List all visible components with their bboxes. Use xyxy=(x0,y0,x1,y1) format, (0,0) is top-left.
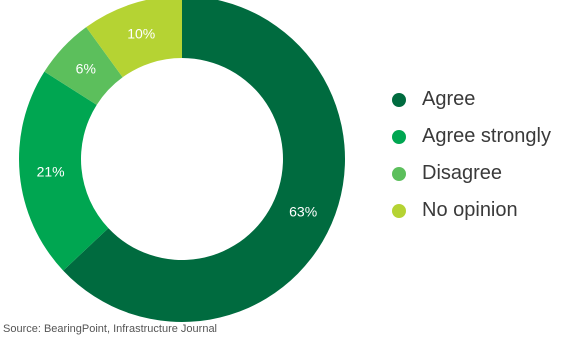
slice-agree-strongly xyxy=(18,71,109,271)
slice-label-disagree: 6% xyxy=(76,61,96,77)
source-note: Source: BearingPoint, Infrastructure Jou… xyxy=(3,323,218,335)
chart-legend: Agree Agree strongly Disagree No opinion xyxy=(392,81,551,229)
legend-label-disagree: Disagree xyxy=(422,162,503,184)
legend-swatch-no-opinion xyxy=(392,203,406,218)
slice-label-agree: 63% xyxy=(289,203,317,219)
legend-label-agree: Agree xyxy=(422,88,476,110)
legend-item-agree: Agree xyxy=(392,81,551,118)
legend-item-agree-strongly: Agree strongly xyxy=(392,118,551,155)
slice-no-opinion xyxy=(86,0,182,78)
legend-item-disagree: Disagree xyxy=(392,155,551,192)
legend-label-agree-strongly: Agree strongly xyxy=(422,125,551,147)
slice-label-no-opinion: 10% xyxy=(127,25,155,41)
slice-agree xyxy=(63,0,345,322)
legend-swatch-agree-strongly xyxy=(392,129,406,144)
legend-swatch-disagree xyxy=(392,166,406,181)
legend-swatch-agree xyxy=(392,92,406,107)
legend-label-no-opinion: No opinion xyxy=(422,199,518,221)
slice-label-agree-strongly: 21% xyxy=(37,163,65,179)
slice-disagree xyxy=(44,27,123,105)
legend-item-no-opinion: No opinion xyxy=(392,192,551,229)
